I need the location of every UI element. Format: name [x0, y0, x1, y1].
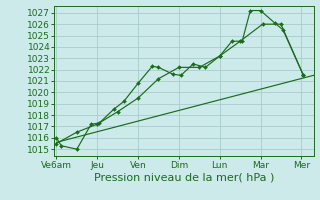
- X-axis label: Pression niveau de la mer( hPa ): Pression niveau de la mer( hPa ): [94, 173, 274, 183]
